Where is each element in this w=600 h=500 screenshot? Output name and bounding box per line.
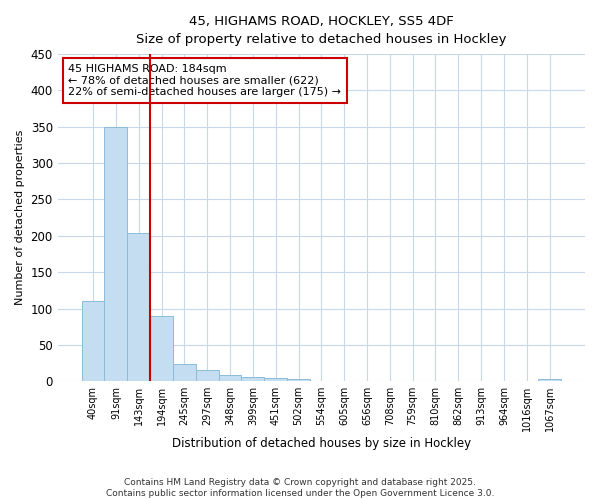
Bar	[150, 316, 173, 381]
Text: 45 HIGHAMS ROAD: 184sqm
← 78% of detached houses are smaller (622)
22% of semi-d: 45 HIGHAMS ROAD: 184sqm ← 78% of detache…	[68, 64, 341, 97]
Bar	[218, 374, 241, 381]
X-axis label: Distribution of detached houses by size in Hockley: Distribution of detached houses by size …	[172, 437, 471, 450]
Bar	[127, 233, 150, 381]
Bar	[538, 379, 561, 381]
Bar	[241, 377, 264, 381]
Bar	[196, 370, 218, 381]
Bar	[173, 364, 196, 381]
Text: Contains HM Land Registry data © Crown copyright and database right 2025.
Contai: Contains HM Land Registry data © Crown c…	[106, 478, 494, 498]
Y-axis label: Number of detached properties: Number of detached properties	[15, 130, 25, 306]
Bar	[287, 379, 310, 381]
Bar	[264, 378, 287, 381]
Bar	[82, 300, 104, 381]
Title: 45, HIGHAMS ROAD, HOCKLEY, SS5 4DF
Size of property relative to detached houses : 45, HIGHAMS ROAD, HOCKLEY, SS5 4DF Size …	[136, 15, 506, 46]
Bar	[104, 127, 127, 381]
